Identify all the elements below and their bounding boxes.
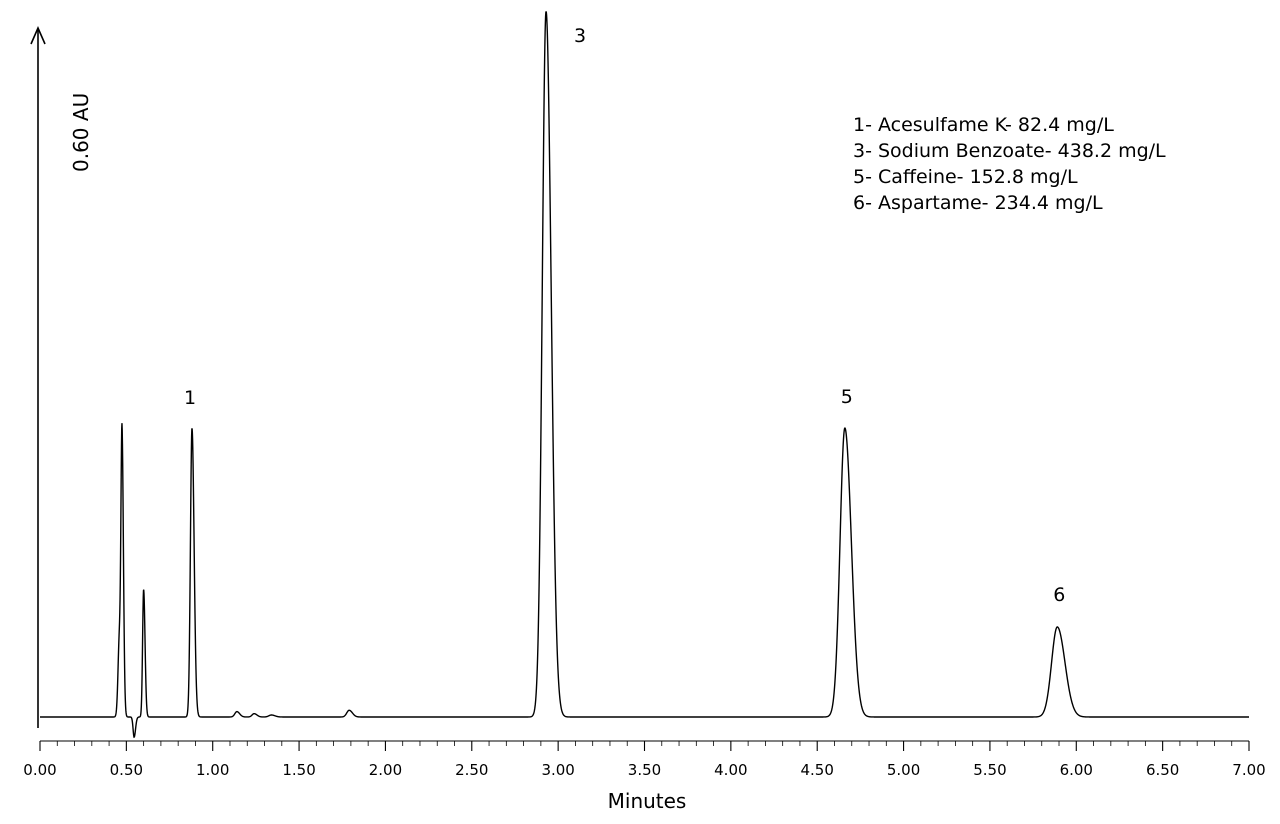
x-axis-ticks — [39, 741, 1250, 751]
x-tick-label: 1.00 — [196, 761, 229, 779]
x-tick-label: 6.50 — [1146, 761, 1179, 779]
y-axis-label: 0.60 AU — [69, 93, 93, 172]
x-tick-label: 4.00 — [714, 761, 747, 779]
legend-entry: 6- Aspartame- 234.4 mg/L — [853, 192, 1103, 214]
x-tick-label: 4.50 — [801, 761, 834, 779]
peak-label: 5 — [841, 386, 853, 408]
x-tick-label: 3.50 — [628, 761, 661, 779]
peak-labels: 1 3 5 6 — [184, 25, 1065, 606]
x-tick-label: 5.50 — [973, 761, 1006, 779]
peak-label: 1 — [184, 387, 196, 409]
x-tick-label: 2.50 — [455, 761, 488, 779]
x-tick-label: 5.00 — [887, 761, 920, 779]
legend: 1- Acesulfame K- 82.4 mg/L 3- Sodium Ben… — [853, 114, 1166, 214]
x-tick-label: 7.00 — [1232, 761, 1265, 779]
x-tick-label: 3.00 — [541, 761, 574, 779]
x-tick-label: 1.50 — [282, 761, 315, 779]
x-tick-label: 0.00 — [23, 761, 56, 779]
peak-label: 3 — [574, 25, 586, 47]
legend-entry: 3- Sodium Benzoate- 438.2 mg/L — [853, 140, 1166, 162]
x-tick-label: 2.00 — [369, 761, 402, 779]
legend-entry: 5- Caffeine- 152.8 mg/L — [853, 166, 1078, 188]
x-tick-label: 0.50 — [110, 761, 143, 779]
peak-label: 6 — [1053, 584, 1065, 606]
y-axis-arrow — [30, 26, 46, 45]
x-axis-tick-labels: 0.00 0.50 1.00 1.50 2.00 2.50 3.00 3.50 4.00 4.50… — [23, 761, 1265, 779]
chromatogram-trace — [40, 11, 1249, 739]
x-axis-label: Minutes — [608, 789, 687, 813]
legend-entry: 1- Acesulfame K- 82.4 mg/L — [853, 114, 1114, 136]
x-tick-label: 6.00 — [1060, 761, 1093, 779]
